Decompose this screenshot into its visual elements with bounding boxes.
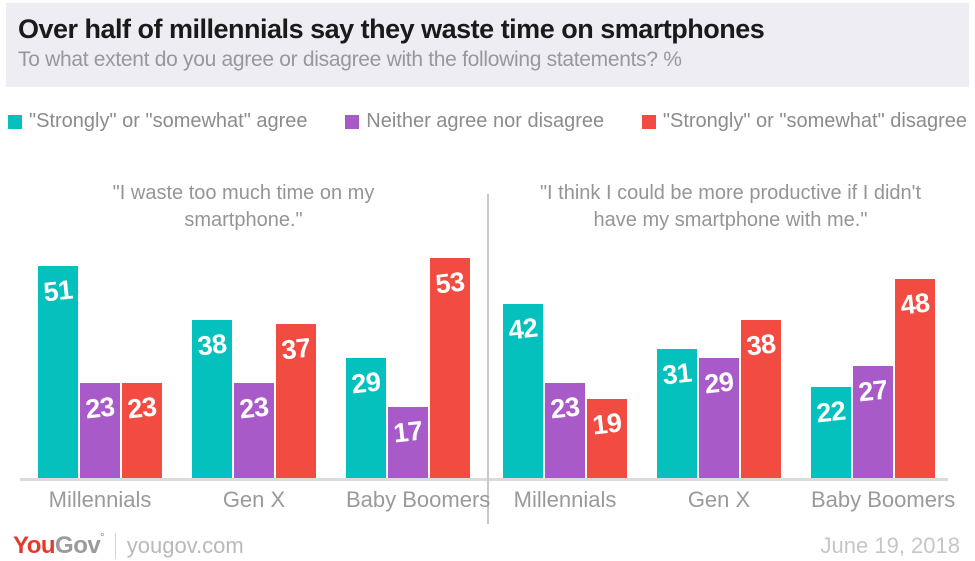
bar: 23 [80, 383, 120, 478]
category-label: Millennials [48, 487, 152, 512]
bar-value-label: 48 [899, 287, 932, 321]
bar-value-label: 19 [591, 407, 624, 441]
bar-value-label: 23 [126, 391, 159, 425]
yougov-site-link[interactable]: yougov.com [126, 532, 244, 558]
category-label: Baby Boomers [346, 487, 491, 512]
left-chart-title: "I waste too much time on my smartphone.… [112, 182, 375, 231]
legend: "Strongly" or "somewhat" agree Neither a… [8, 110, 967, 133]
header-band: Over half of millennials say they waste … [6, 3, 969, 87]
bar: 23 [122, 383, 162, 478]
footer: YouGov° yougov.com June 19, 2018 [0, 530, 975, 561]
legend-item-agree: "Strongly" or "somewhat" agree [8, 110, 308, 133]
bar-value-label: 22 [815, 395, 848, 429]
panel-divider-line [487, 194, 489, 524]
bar-value-label: 29 [350, 366, 383, 400]
bar-value-label: 37 [280, 332, 313, 366]
neither-swatch-icon [345, 114, 360, 129]
bar-value-label: 53 [434, 266, 467, 300]
bar-group-millennials: 42 23 19 [503, 304, 627, 478]
bar-value-label: 42 [507, 312, 540, 346]
bar: 27 [853, 366, 893, 478]
bar-value-label: 17 [392, 415, 425, 449]
category-label: Gen X [687, 487, 751, 512]
category-label: Gen X [222, 487, 286, 512]
bar-group-baby-boomers: 29 17 53 [346, 258, 470, 478]
page-subtitle: To what extent do you agree or disagree … [18, 48, 682, 71]
bar-value-label: 23 [84, 391, 117, 425]
bar: 42 [503, 304, 543, 478]
bar: 38 [192, 320, 232, 478]
category-labels-row: Millennials Gen X Baby Boomers Millennials… [0, 487, 975, 513]
chart-titles-row: "I waste too much time on my smartphone.… [0, 180, 975, 234]
bar-value-label: 38 [745, 328, 778, 362]
publish-date: June 19, 2018 [820, 532, 960, 558]
bar-value-label: 51 [42, 274, 75, 308]
charts-area: 51 23 23 38 23 37 29 17 53 42 23 19 31 29 38 22 27 48 [0, 256, 975, 478]
left-chart-categories: Millennials Gen X Baby Boomers [0, 487, 491, 513]
footer-separator [114, 532, 116, 559]
bar: 51 [38, 266, 78, 478]
bar: 23 [234, 383, 274, 478]
bar: 53 [430, 258, 470, 478]
legend-label: "Strongly" or "somewhat" agree [29, 110, 308, 132]
agree-swatch-icon [8, 114, 22, 129]
legend-item-neither: Neither agree nor disagree [345, 110, 604, 133]
bar-group-gen-x: 38 23 37 [192, 320, 316, 478]
bar: 29 [346, 358, 386, 478]
bar-group-millennials: 51 23 23 [38, 266, 162, 478]
right-chart-plot: 42 23 19 31 29 38 22 27 48 [487, 256, 974, 478]
bar-value-label: 23 [549, 391, 582, 425]
right-chart-categories: Millennials Gen X Baby Boomers [487, 487, 974, 513]
bar: 17 [388, 407, 428, 478]
category-label: Millennials [513, 487, 617, 512]
bar-value-label: 38 [196, 328, 229, 362]
legend-item-disagree: "Strongly" or "somewhat" disagree [641, 110, 967, 133]
bar-group-gen-x: 31 29 38 [657, 320, 781, 478]
bar: 29 [699, 358, 739, 478]
bar-value-label: 31 [661, 357, 694, 391]
right-chart-title: "I think I could be more productive if I… [539, 182, 922, 231]
bar: 19 [587, 399, 627, 478]
legend-label: "Strongly" or "somewhat" disagree [662, 110, 967, 132]
bar: 37 [276, 324, 316, 478]
bar-value-label: 29 [703, 366, 736, 400]
bar-group-baby-boomers: 22 27 48 [811, 279, 935, 478]
bar-value-label: 27 [857, 374, 890, 408]
bar: 23 [545, 383, 585, 478]
legend-label: Neither agree nor disagree [366, 110, 605, 132]
bar: 48 [895, 279, 935, 478]
page-title: Over half of millennials say they waste … [18, 14, 765, 44]
x-axis-baseline [20, 478, 948, 481]
bar: 31 [657, 349, 697, 478]
bar: 38 [741, 320, 781, 478]
category-label: Baby Boomers [811, 487, 956, 512]
bar-value-label: 23 [238, 391, 271, 425]
yougov-logo: YouGov° [13, 531, 104, 559]
disagree-swatch-icon [641, 114, 656, 129]
bar: 22 [811, 387, 851, 478]
left-chart-plot: 51 23 23 38 23 37 29 17 53 [0, 256, 487, 478]
